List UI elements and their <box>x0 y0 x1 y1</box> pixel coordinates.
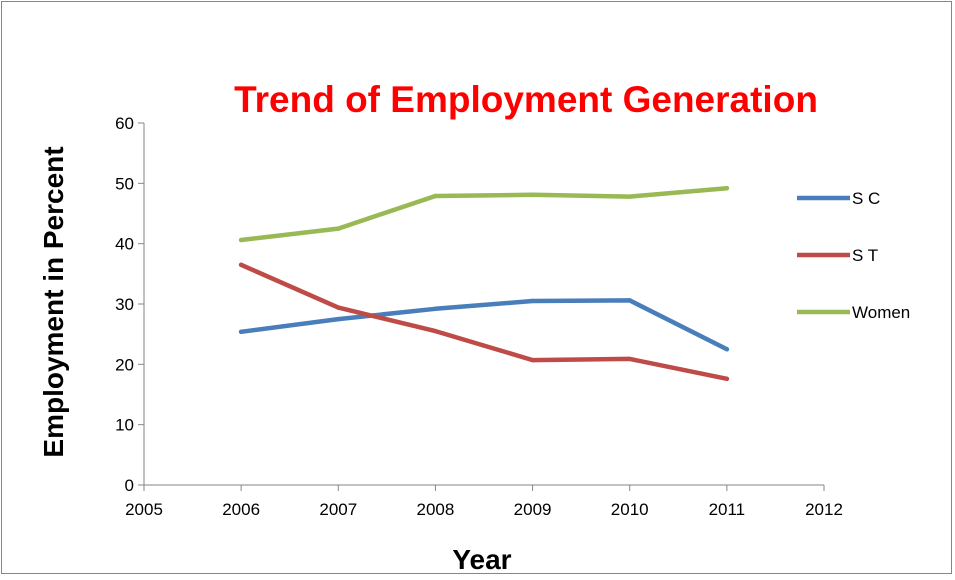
legend-label: S T <box>852 246 878 265</box>
data-point <box>238 262 244 267</box>
data-point <box>336 226 341 231</box>
data-point <box>433 306 438 312</box>
y-tick-label: 30 <box>115 295 134 314</box>
x-tick-label: 2012 <box>805 500 843 519</box>
data-point <box>530 192 535 197</box>
legend-label: S C <box>852 189 880 208</box>
data-point <box>433 328 438 334</box>
data-point <box>724 376 730 382</box>
data-point <box>627 194 632 199</box>
series-lines <box>238 185 730 382</box>
data-point <box>530 298 535 304</box>
y-tick-label: 40 <box>115 235 134 254</box>
data-point <box>336 316 341 322</box>
x-axis-title: Year <box>452 544 511 575</box>
x-tick-label: 2008 <box>417 500 455 519</box>
x-tick-label: 2007 <box>319 500 357 519</box>
data-point <box>238 329 244 334</box>
y-tick-label: 20 <box>115 355 134 374</box>
chart-title: Trend of Employment Generation <box>234 79 818 120</box>
data-point <box>433 193 438 199</box>
legend-label: Women <box>852 303 910 322</box>
data-point <box>724 347 730 352</box>
data-point <box>336 305 341 310</box>
data-point <box>238 237 244 243</box>
x-tick-label: 2010 <box>611 500 649 519</box>
y-tick-label: 10 <box>115 416 134 435</box>
series-line-s-t <box>238 262 730 382</box>
data-point <box>627 356 632 362</box>
legend: S C S T Women <box>797 189 910 322</box>
y-tick-label: 60 <box>115 114 134 133</box>
x-tick-label: 2011 <box>709 500 746 519</box>
x-tick-label: 2005 <box>125 500 163 519</box>
y-axis-title: Employment in Percent <box>38 146 69 457</box>
x-tick-label: 2009 <box>514 500 552 519</box>
x-tick-label: 2006 <box>222 500 260 519</box>
y-tick-label: 0 <box>125 476 134 495</box>
axes: 0 10 20 30 40 50 60 2005 2006 2007 2008 2009 2010 201… <box>115 114 843 519</box>
y-tick-label: 50 <box>115 174 134 193</box>
series-line-women <box>238 185 730 243</box>
series-line-s-c <box>238 298 730 352</box>
data-point <box>627 298 632 303</box>
data-point <box>724 185 730 191</box>
data-point <box>530 357 535 363</box>
